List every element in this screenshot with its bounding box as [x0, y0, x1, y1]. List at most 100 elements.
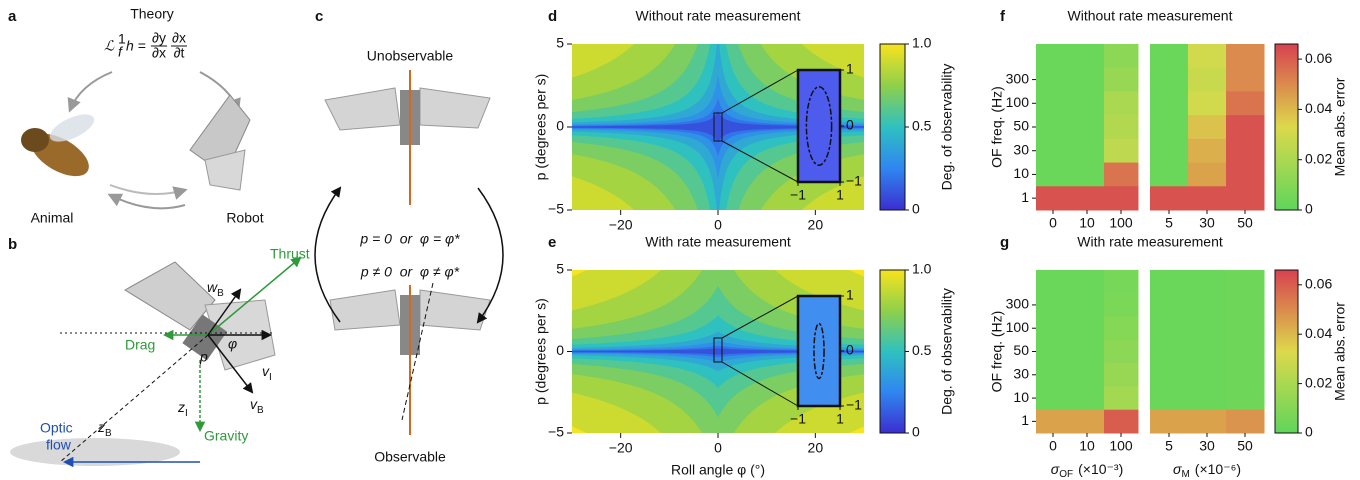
- equation-sup: 1: [118, 31, 126, 47]
- panel-c: c Unobservable p = 0 or φ = φ* p ≠ 0 or …: [314, 8, 504, 465]
- heatmap-cell: [1070, 115, 1105, 140]
- heatmap-cell: [1226, 115, 1265, 140]
- vector-main: w: [207, 279, 218, 295]
- x-tick-label: 100: [1109, 438, 1133, 454]
- heatmap-cell: [1150, 293, 1189, 318]
- panel-label: d: [548, 8, 557, 25]
- heatmap-cell: [1226, 293, 1265, 318]
- thrust-arrow: [207, 256, 302, 336]
- cycle-arrow: [109, 184, 188, 200]
- colorbar-tick-label: 0.04: [1305, 325, 1332, 341]
- heatmap-cell: [1104, 91, 1139, 116]
- vector-label: wB: [207, 279, 224, 299]
- x-tick-label: 0: [714, 217, 722, 233]
- zoom-line: [721, 295, 799, 339]
- x-tick-label: 0: [714, 440, 722, 456]
- vector-label: zB: [97, 419, 112, 439]
- x-tick-label: 20: [808, 440, 824, 456]
- heatmap-cell: [1150, 363, 1189, 387]
- colorbar-tick-label: 0.02: [1305, 150, 1332, 166]
- inset-y-tick-label: 0: [846, 117, 854, 133]
- contour-band: [572, 348, 864, 355]
- inset-y-tick-label: −1: [846, 397, 862, 413]
- y-tick-label: −5: [548, 424, 564, 440]
- heatmap-cell: [1104, 293, 1139, 318]
- colorbar-label: Mean abs. error: [1332, 302, 1348, 401]
- x-tick-label: 30: [1199, 438, 1215, 454]
- panel-label: f: [1000, 8, 1006, 25]
- inset-y-tick-label: 1: [846, 287, 854, 303]
- colorbar-tick-label: 0: [1305, 201, 1313, 217]
- contour-band: [572, 111, 864, 143]
- state-label: Unobservable: [367, 48, 454, 64]
- robot-wing: [124, 261, 216, 331]
- heatmap-cell: [1070, 293, 1105, 318]
- heatmap-cell: [1150, 386, 1189, 411]
- gravity-label: Gravity: [204, 428, 248, 444]
- heatmap-cell: [1188, 91, 1227, 116]
- equation-rest: h =: [126, 38, 146, 54]
- heatmap-cell: [1226, 186, 1265, 211]
- condition-text: p = 0 or φ = φ*: [359, 231, 460, 247]
- heatmap-cell: [1070, 162, 1105, 187]
- heatmap-cell: [1226, 386, 1265, 411]
- cycle-arrow: [67, 71, 113, 113]
- vector-label: vI: [262, 363, 272, 383]
- x-tick-label: 0: [1049, 438, 1057, 454]
- heatmap-cell: [1036, 293, 1071, 318]
- heatmap-cell: [1226, 138, 1265, 164]
- inset-y-tick-label: 0: [846, 342, 854, 358]
- heatmap-cell: [1070, 409, 1105, 434]
- cycle-arrow: [107, 193, 186, 210]
- heatmap-cell: [1036, 67, 1071, 92]
- heatmap-cell: [1070, 270, 1105, 294]
- heatmap-cell: [1036, 115, 1071, 140]
- optic-flow-label: Optic: [40, 420, 73, 436]
- vector-main: v: [250, 396, 258, 412]
- y-axis-label: p (degrees per s): [533, 74, 549, 181]
- y-tick-label: −5: [548, 201, 564, 217]
- colorbar-label: Deg. of observability: [939, 288, 955, 415]
- chart-title: With rate measurement: [645, 234, 791, 250]
- colorbar: [1274, 269, 1299, 434]
- heatmap-cell: [1104, 44, 1139, 69]
- heatmap-cell: [1150, 67, 1189, 92]
- x-tick-label: 0: [1049, 215, 1057, 231]
- heatmap-cell: [1036, 316, 1071, 341]
- heatmap-cell: [1070, 44, 1105, 69]
- heatmap-cell: [1070, 363, 1105, 387]
- heatmap-cell: [1150, 270, 1189, 294]
- phi-label: φ: [228, 336, 237, 352]
- z-axis-line: [59, 334, 209, 463]
- robot-wing: [329, 289, 401, 331]
- heatmap-cell: [1104, 162, 1139, 187]
- panel-a: a Theory ℒ 1 f h = ∂y ∂x ∂x ∂t Animal Ro…: [8, 6, 264, 226]
- heatmap-cell: [1070, 339, 1105, 364]
- zoom-source: [713, 337, 723, 363]
- colorbar-tick-label: 1.0: [912, 261, 932, 277]
- inset-y-tick-label: −1: [846, 173, 862, 189]
- p-label: p: [199, 349, 208, 365]
- heatmap-cell: [1104, 339, 1139, 364]
- x-tick-label: 100: [1109, 215, 1133, 231]
- heatmap-cell: [1070, 386, 1105, 411]
- ground-cloud: [10, 438, 180, 466]
- zoom-line: [721, 69, 799, 114]
- y-tick-label: 1: [1021, 412, 1029, 428]
- x-axis-label: Roll angle φ (°): [671, 462, 765, 478]
- heatmap-cell: [1188, 67, 1227, 92]
- heatmap-cell: [1104, 138, 1139, 164]
- equation-num: ∂x: [172, 30, 186, 46]
- heatmap-cell: [1150, 115, 1189, 140]
- contour-plot: [572, 270, 864, 433]
- heatmap-cell: [1104, 186, 1139, 211]
- condition-text: p ≠ 0 or φ ≠ φ*: [360, 264, 460, 280]
- heatmap-cell: [1070, 91, 1105, 116]
- x-label-unit: (×10⁻³): [1078, 461, 1123, 477]
- heatmap-cell: [1150, 44, 1189, 69]
- colorbar-tick-label: 0.04: [1305, 100, 1332, 116]
- heatmap-cell: [1150, 162, 1189, 187]
- zoom-line: [721, 361, 799, 407]
- heatmap-cell: [1188, 186, 1227, 211]
- heatmap-cell: [1036, 44, 1071, 69]
